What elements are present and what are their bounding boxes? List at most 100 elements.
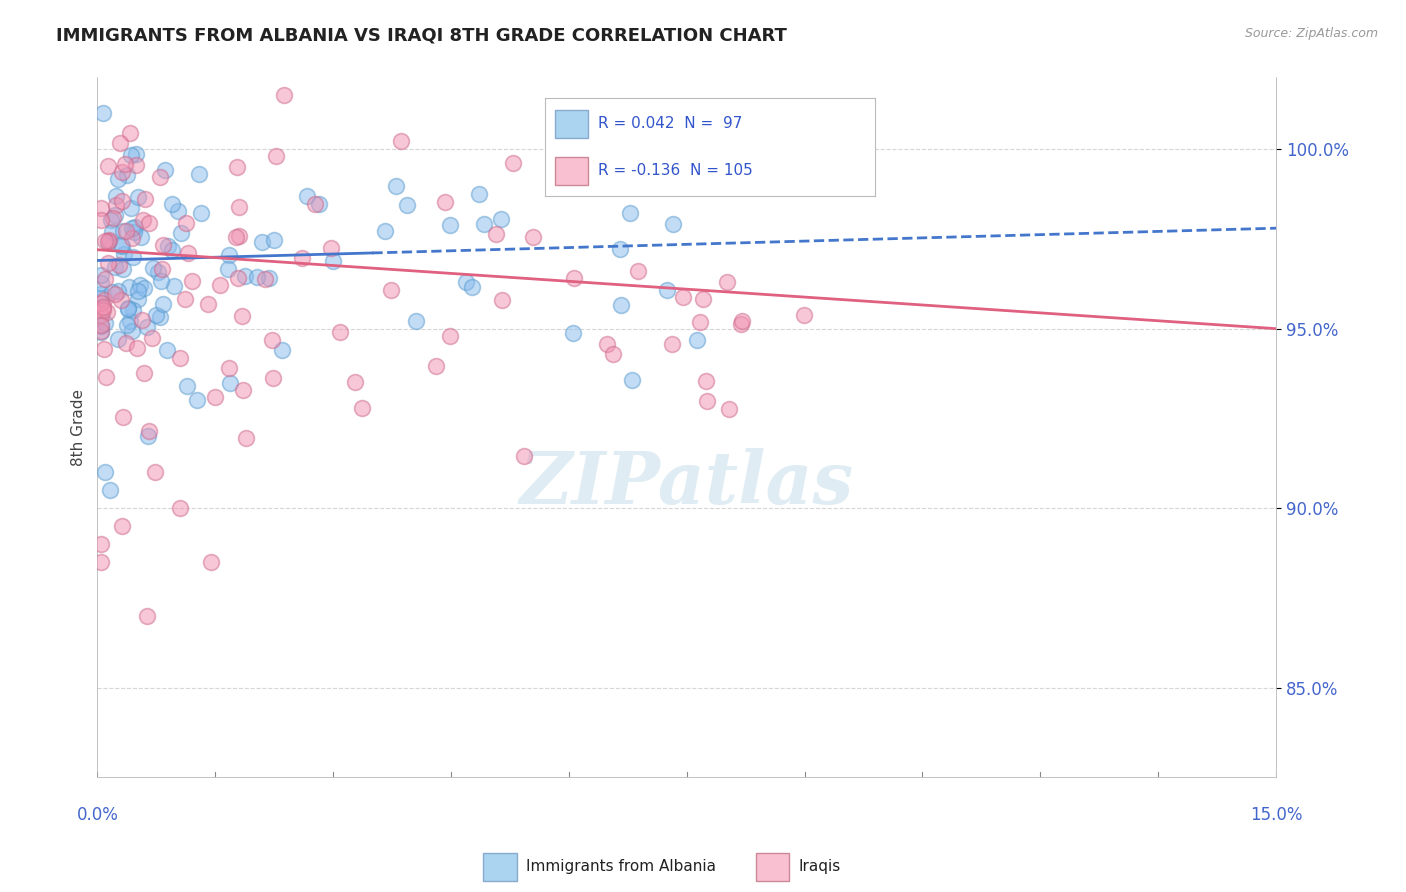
Point <box>619 178 641 192</box>
Point <box>117 301 139 315</box>
Point <box>602 347 624 361</box>
Point <box>468 186 491 201</box>
Point <box>174 292 197 306</box>
Point <box>125 158 148 172</box>
Point <box>522 229 544 244</box>
Point <box>226 271 249 285</box>
Point <box>352 401 374 415</box>
Point <box>149 274 172 288</box>
Point <box>135 320 157 334</box>
Point <box>111 224 134 238</box>
Point <box>132 281 155 295</box>
Y-axis label: 8th Grade: 8th Grade <box>72 389 86 466</box>
Point <box>472 217 495 231</box>
Point <box>689 315 711 329</box>
Point <box>157 239 180 253</box>
Point <box>264 148 287 162</box>
Point <box>108 136 131 151</box>
Point <box>661 337 683 351</box>
Point <box>329 325 352 339</box>
Point <box>263 233 285 247</box>
Point <box>114 336 136 351</box>
Point <box>163 278 186 293</box>
Point <box>145 308 167 322</box>
Point <box>755 112 778 126</box>
Point <box>90 326 112 340</box>
Point <box>319 241 342 255</box>
Point <box>120 201 142 215</box>
Point <box>262 333 284 347</box>
Point <box>118 126 141 140</box>
Point <box>730 317 752 331</box>
Point <box>127 189 149 203</box>
Point <box>114 157 136 171</box>
Point <box>90 324 112 338</box>
Point <box>231 309 253 323</box>
Point <box>156 343 179 358</box>
Point <box>124 220 146 235</box>
Point <box>132 366 155 380</box>
Point <box>97 233 120 247</box>
Text: Immigrants from Albania: Immigrants from Albania <box>526 859 716 873</box>
Point <box>218 360 240 375</box>
Point <box>308 196 330 211</box>
Point <box>218 376 240 390</box>
Point <box>218 248 240 262</box>
Point <box>104 260 127 275</box>
Point <box>246 270 269 285</box>
Point <box>136 429 159 443</box>
Point <box>115 318 138 332</box>
Point <box>104 286 127 301</box>
Point <box>100 213 122 227</box>
Point <box>200 555 222 569</box>
Text: ZIPatlas: ZIPatlas <box>520 448 853 519</box>
Point <box>169 501 191 516</box>
Point <box>90 286 112 301</box>
Point <box>174 216 197 230</box>
Point <box>146 264 169 278</box>
Point <box>107 284 129 298</box>
Point <box>291 251 314 265</box>
Point <box>110 293 132 307</box>
Point <box>97 255 120 269</box>
Point <box>98 483 121 498</box>
Point <box>111 194 134 208</box>
Point <box>491 293 513 307</box>
Point <box>96 160 118 174</box>
Point <box>121 230 143 244</box>
Point <box>90 212 112 227</box>
Point <box>93 300 115 314</box>
Point <box>439 219 461 233</box>
Point <box>105 198 128 212</box>
Point <box>108 258 131 272</box>
Point <box>115 223 138 237</box>
Point <box>90 318 112 333</box>
Point <box>94 234 117 248</box>
Point <box>101 211 124 225</box>
Point <box>121 251 143 265</box>
Point <box>90 268 112 282</box>
Point <box>90 296 112 310</box>
Point <box>226 160 249 174</box>
Point <box>596 336 619 351</box>
Point <box>94 316 117 330</box>
Point <box>127 342 149 356</box>
Point <box>127 293 149 307</box>
Point <box>93 302 115 317</box>
Point <box>228 229 250 244</box>
Point <box>176 379 198 393</box>
Point <box>110 237 132 252</box>
Point <box>433 195 456 210</box>
Text: Iraqis: Iraqis <box>799 859 841 873</box>
Point <box>111 262 134 277</box>
Point <box>561 326 583 341</box>
Point <box>425 359 447 374</box>
Point <box>131 213 153 227</box>
Text: 0.0%: 0.0% <box>76 806 118 824</box>
Point <box>489 211 512 226</box>
Point <box>111 519 134 533</box>
Point <box>93 342 115 356</box>
Point <box>217 262 239 277</box>
Point <box>124 225 146 239</box>
Point <box>96 370 118 384</box>
